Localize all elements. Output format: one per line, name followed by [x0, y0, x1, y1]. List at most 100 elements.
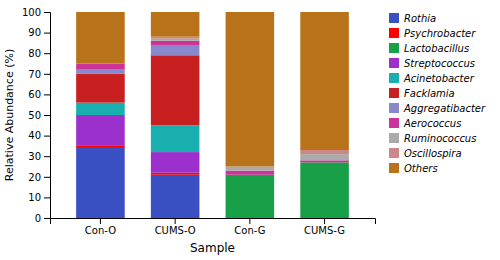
legend-swatch — [389, 163, 399, 173]
y-tick-label: 90 — [28, 27, 41, 38]
series — [76, 148, 199, 218]
legend-swatch — [389, 118, 399, 128]
y-tick-label: 20 — [28, 172, 41, 183]
y-tick: 100 — [22, 7, 50, 18]
legend-label: Rothia — [404, 13, 436, 24]
y-tick: 70 — [28, 69, 50, 80]
legend-label: Others — [404, 163, 438, 174]
legend: Rothia Psychrobacter Lactobacillus Streptoc… — [389, 13, 486, 174]
y-tick: 80 — [28, 48, 50, 59]
legend-label: Oscillospira — [404, 148, 462, 159]
legend-item: Facklamia — [389, 88, 455, 99]
legend-label: Psychrobacter — [404, 28, 476, 39]
legend-swatch — [389, 13, 399, 23]
bar-segment — [76, 12, 125, 64]
legend-swatch — [389, 103, 399, 113]
x-tick-mark — [249, 218, 250, 224]
legend-item: Acinetobacter — [389, 73, 475, 84]
bar-segment — [226, 175, 275, 218]
legend-item: Aggregatibacter — [389, 103, 486, 114]
series — [76, 12, 349, 167]
chart: 0102030405060708090100Con-OCUMS-OCon-GCU… — [0, 0, 500, 260]
bar-segment — [300, 150, 349, 154]
y-tick-mark — [44, 218, 50, 219]
legend-label: Acinetobacter — [403, 73, 475, 84]
y-tick-label: 0 — [35, 213, 41, 224]
legend-item: Aerococcus — [389, 118, 461, 129]
series — [226, 162, 349, 218]
x-axis: Con-O CUMS-O Con-G CUMS-G — [51, 218, 376, 236]
legend-item: Psychrobacter — [389, 28, 476, 39]
x-tick-label: Con-G — [234, 225, 265, 236]
bar-segment — [76, 74, 125, 103]
y-tick-mark — [44, 74, 50, 75]
legend-item: Rothia — [389, 13, 436, 24]
bar-segment — [151, 55, 200, 125]
bar-segment — [151, 125, 200, 152]
x-tick: CUMS-O — [155, 218, 196, 236]
bar-segment — [300, 12, 349, 150]
y-tick: 10 — [28, 192, 50, 203]
bar-segment — [226, 12, 275, 167]
legend-swatch — [389, 58, 399, 68]
bar-segment — [226, 171, 275, 175]
bar-segment — [151, 37, 200, 39]
y-tick-mark — [44, 33, 50, 34]
bar-segment — [76, 115, 125, 146]
bar-segment — [151, 39, 200, 41]
legend-swatch — [389, 28, 399, 38]
y-tick-label: 50 — [28, 110, 41, 121]
y-tick-label: 10 — [28, 192, 41, 203]
bar-segment — [76, 146, 125, 148]
bar-segment — [151, 45, 200, 55]
x-tick-mark — [175, 218, 176, 224]
bar-segment — [76, 64, 125, 70]
bar-segment — [226, 167, 275, 171]
y-tick-mark — [44, 12, 50, 13]
bar-segment — [151, 12, 200, 37]
legend-label: Aerococcus — [403, 118, 461, 129]
bar-segment — [151, 173, 200, 175]
legend-item: Streptococcus — [389, 58, 475, 69]
legend-label: Lactobacillus — [404, 43, 469, 54]
bar-segment — [76, 148, 125, 218]
x-tick-mark — [100, 218, 101, 224]
legend-item: Ruminococcus — [389, 133, 476, 144]
legend-label: Ruminococcus — [404, 133, 476, 144]
legend-swatch — [389, 148, 399, 158]
y-tick-label: 80 — [28, 48, 41, 59]
y-tick-mark — [44, 94, 50, 95]
x-axis-title: Sample — [190, 241, 235, 255]
y-tick-label: 70 — [28, 69, 41, 80]
legend-item: Lactobacillus — [389, 43, 469, 54]
y-tick-label: 100 — [22, 7, 41, 18]
legend-label: Aggregatibacter — [403, 103, 486, 114]
y-tick: 60 — [28, 89, 50, 100]
bar-segment — [300, 162, 349, 218]
y-tick-mark — [44, 197, 50, 198]
x-tick: Con-G — [234, 218, 265, 236]
y-tick-mark — [44, 136, 50, 137]
bar-segment — [151, 175, 200, 218]
y-tick: 40 — [28, 130, 50, 141]
y-axis-line — [44, 13, 51, 219]
legend-swatch — [389, 88, 399, 98]
legend-label: Streptococcus — [404, 58, 475, 69]
y-tick: 90 — [28, 27, 50, 38]
x-tick-mark — [324, 218, 325, 224]
bar-segment — [300, 154, 349, 160]
y-tick-mark — [44, 53, 50, 54]
legend-item: Others — [389, 163, 438, 174]
bar-segment — [76, 70, 125, 74]
x-tick-label: Con-O — [85, 225, 116, 236]
y-tick: 50 — [28, 110, 50, 121]
y-tick-label: 40 — [28, 130, 41, 141]
y-axis: 0102030405060708090100 — [22, 7, 51, 224]
y-tick: 0 — [35, 213, 50, 224]
bar-segment — [151, 152, 200, 173]
x-tick: CUMS-G — [304, 218, 345, 236]
x-tick-label: CUMS-O — [155, 225, 196, 236]
legend-swatch — [389, 133, 399, 143]
bar-segment — [300, 160, 349, 162]
legend-label: Facklamia — [404, 88, 455, 99]
